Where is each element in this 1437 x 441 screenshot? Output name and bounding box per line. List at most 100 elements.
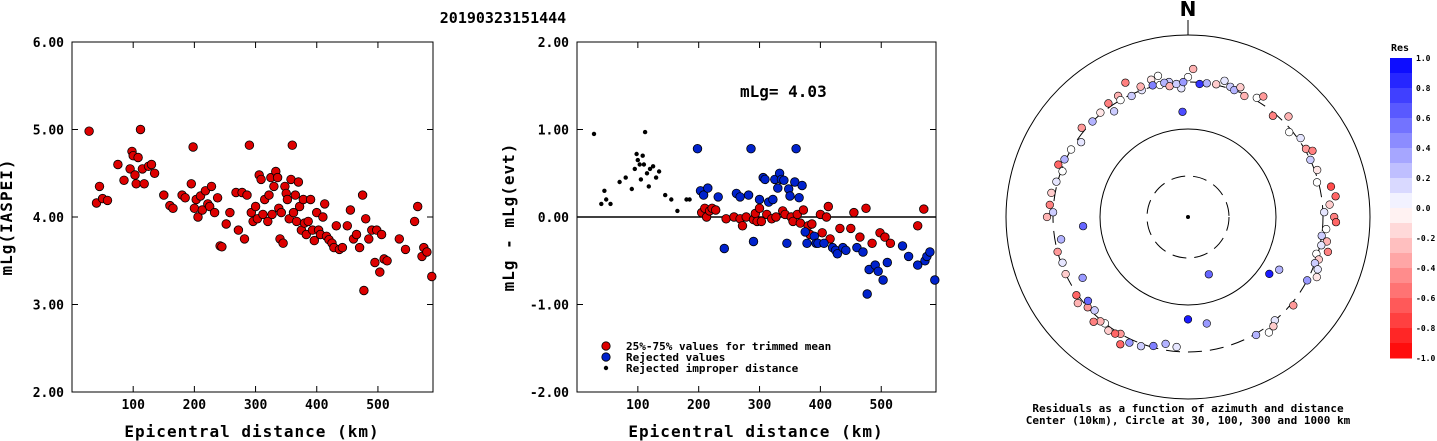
mid-x-axis-label: Epicentral distance (km) — [628, 422, 883, 441]
polar-point — [1077, 123, 1086, 132]
data-point — [282, 194, 293, 205]
polar-point — [1317, 231, 1326, 240]
data-point — [400, 244, 411, 255]
data-point — [250, 201, 261, 212]
y-tick-label: 1.00 — [538, 124, 569, 139]
x-tick-label: 100 — [626, 398, 650, 413]
data-point — [180, 193, 190, 203]
polar-point — [1136, 82, 1145, 91]
legend-marker-rejected — [601, 352, 611, 362]
ring-100km — [1099, 128, 1277, 306]
polar-point — [1042, 212, 1052, 222]
y-tick-label: -1.00 — [530, 299, 569, 314]
data-point — [849, 207, 859, 218]
y-tick-label: 0.00 — [538, 211, 569, 226]
data-point — [721, 214, 731, 224]
polar-point — [1269, 322, 1278, 331]
polar-point — [1312, 273, 1321, 282]
polar-point — [1251, 330, 1261, 340]
data-point — [376, 229, 387, 240]
colorbar-title: Res — [1391, 43, 1409, 54]
polar-point — [1204, 270, 1213, 279]
polar-point — [1090, 306, 1099, 315]
data-point — [225, 207, 235, 218]
data-point — [320, 199, 330, 209]
data-point — [193, 212, 203, 222]
polar-point — [1308, 146, 1317, 155]
polar-point — [1161, 339, 1170, 349]
polar-residual-panel: N Residuals as a function of azimuth and… — [1005, 0, 1435, 427]
y-tick-label: 2.00 — [33, 386, 64, 401]
colorbar-swatch — [1390, 88, 1412, 104]
polar-point — [1078, 273, 1087, 283]
x-tick-label: 100 — [121, 398, 145, 413]
data-point — [413, 201, 423, 212]
data-point — [640, 153, 645, 158]
data-point — [703, 183, 713, 193]
data-point — [264, 190, 274, 200]
data-point — [797, 180, 807, 191]
polar-point — [1323, 247, 1332, 256]
polar-point — [1236, 83, 1245, 92]
colorbar-swatch — [1390, 328, 1412, 344]
polar-point — [1073, 299, 1082, 308]
polar-point — [1313, 265, 1322, 274]
data-point — [634, 151, 639, 157]
data-point — [345, 205, 356, 215]
data-point — [135, 124, 146, 135]
data-point — [125, 164, 135, 174]
polar-point — [1088, 117, 1097, 126]
data-point — [209, 207, 220, 218]
polar-point — [1195, 79, 1204, 89]
data-point — [880, 232, 890, 242]
ring-30km — [1146, 175, 1230, 259]
data-point — [647, 166, 653, 172]
data-point — [807, 219, 817, 229]
data-point — [641, 162, 647, 167]
data-point — [855, 232, 865, 242]
colorbar-swatch — [1390, 178, 1412, 194]
polar-point — [1172, 342, 1181, 352]
polar-point — [1326, 182, 1336, 191]
data-point — [692, 143, 703, 154]
data-point — [698, 190, 709, 200]
data-point — [650, 164, 656, 169]
data-point — [897, 241, 908, 251]
polar-point — [1322, 237, 1331, 246]
data-point — [318, 212, 328, 222]
left-y-ticks: 2.00 3.00 4.00 5.00 6.00 — [33, 36, 433, 401]
data-point — [768, 194, 778, 205]
data-point — [278, 238, 288, 248]
data-point — [359, 285, 369, 296]
data-point — [623, 175, 628, 180]
data-point — [748, 236, 759, 247]
colorbar-swatch — [1390, 283, 1412, 299]
data-point — [288, 207, 299, 218]
data-point — [635, 157, 640, 163]
data-point — [925, 247, 935, 257]
data-point — [885, 238, 896, 249]
data-point — [276, 207, 287, 218]
data-point — [305, 194, 316, 205]
data-point — [913, 260, 923, 270]
y-tick-label: -2.00 — [530, 386, 569, 401]
legend-marker-improper — [603, 365, 609, 371]
colorbar-tick-label: -1.0 — [1416, 354, 1435, 363]
data-point — [903, 251, 914, 262]
data-point — [791, 143, 801, 154]
polar-point — [1313, 165, 1322, 175]
polar-point — [1331, 218, 1341, 227]
data-point — [746, 143, 756, 154]
data-point — [357, 190, 368, 200]
polar-point — [1109, 107, 1119, 116]
data-point — [617, 179, 622, 185]
data-point — [291, 216, 302, 227]
data-point — [771, 212, 781, 222]
north-label: N — [1180, 0, 1197, 21]
data-point — [309, 235, 320, 246]
polar-point — [1066, 145, 1076, 154]
data-point — [846, 223, 856, 234]
data-point — [913, 221, 923, 231]
colorbar-swatch — [1390, 133, 1412, 149]
polar-point — [1056, 235, 1066, 244]
